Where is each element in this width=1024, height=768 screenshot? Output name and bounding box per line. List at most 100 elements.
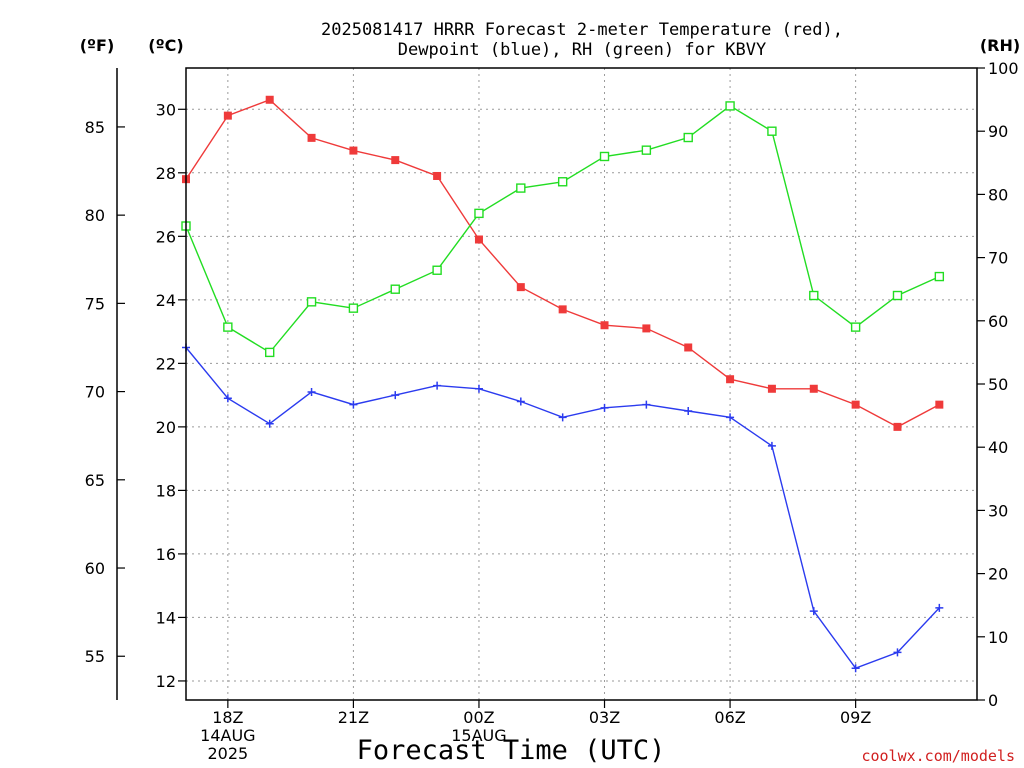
x-axis-label: Forecast Time (UTC) <box>357 735 666 766</box>
rh-tick-label: 10 <box>988 628 1008 647</box>
relative-humidity-point <box>223 322 233 332</box>
dewpoint-point <box>265 419 274 428</box>
temperature-point <box>767 384 776 393</box>
fahrenheit-tick-label: 55 <box>85 647 105 666</box>
rh-tick-label: 100 <box>988 59 1019 78</box>
dewpoint-point <box>600 403 609 412</box>
temperature-point <box>935 400 944 409</box>
dewpoint-line <box>185 347 940 670</box>
celsius-tick-label: 14 <box>156 608 176 627</box>
dewpoint-point <box>558 413 567 422</box>
temperature-point <box>516 283 525 292</box>
x-tick-label: 18Z <box>212 708 243 727</box>
celsius-tick-label: 30 <box>156 100 176 119</box>
dewpoint-point <box>935 603 944 612</box>
relative-humidity-point <box>432 265 442 275</box>
temperature-point <box>642 324 651 333</box>
dewpoint-point <box>684 406 693 415</box>
dewpoint-point <box>307 387 316 396</box>
fahrenheit-tick-label: 85 <box>85 118 105 137</box>
fahrenheit-tick-label: 80 <box>85 206 105 225</box>
temperature-point <box>851 400 860 409</box>
x-tick-date-label: 15AUG <box>451 726 506 745</box>
temperature-point <box>684 343 693 352</box>
dewpoint-point <box>391 391 400 400</box>
rh-tick-label: 0 <box>988 691 998 710</box>
temperature-point <box>726 375 735 384</box>
temperature-line <box>185 98 940 428</box>
relative-humidity-point <box>683 132 693 143</box>
dewpoint-point <box>349 400 358 409</box>
temperature-point <box>893 422 902 431</box>
rh-tick-label: 50 <box>988 375 1008 394</box>
chart-title-line-2: Dewpoint (blue), RH (green) for KBVY <box>398 40 766 60</box>
fahrenheit-tick-label: 70 <box>85 383 105 402</box>
relative-humidity-point <box>892 290 903 301</box>
relative-humidity-point <box>934 271 945 282</box>
rh-tick-label: 60 <box>988 312 1008 331</box>
relative-humidity-point <box>599 151 610 162</box>
fahrenheit-unit-label: (ºF) <box>80 36 115 55</box>
temperature-point <box>809 384 818 393</box>
celsius-tick-label: 12 <box>156 672 176 691</box>
fahrenheit-tick-label: 60 <box>85 559 105 578</box>
rh-unit-label: (RH) <box>980 36 1020 55</box>
relative-humidity-point <box>306 297 317 307</box>
dewpoint-point <box>433 381 442 390</box>
relative-humidity-point <box>809 290 819 301</box>
dewpoint-point <box>893 648 902 657</box>
x-tick-date-label: 14AUG <box>200 726 255 745</box>
celsius-tick-label: 26 <box>156 227 176 246</box>
celsius-tick-label: 16 <box>156 545 176 564</box>
plot-frame <box>185 67 978 701</box>
fahrenheit-tick-label: 65 <box>85 471 105 490</box>
x-tick-label: 00Z <box>463 708 494 727</box>
axes: 12 14 16 18 20 22 24 26 28 30 55 60 65 70 75 80 85 0 10 20 3… <box>85 59 1019 763</box>
data-series <box>181 95 945 673</box>
relative-humidity-point <box>767 126 777 136</box>
relative-humidity-point <box>348 303 359 313</box>
celsius-tick-label: 28 <box>156 164 176 183</box>
relative-humidity-point <box>557 177 568 187</box>
x-tick-label: 21Z <box>338 708 369 727</box>
grid-lines <box>186 68 977 700</box>
temperature-point <box>600 321 609 330</box>
rh-tick-label: 70 <box>988 249 1008 268</box>
x-tick-label: 03Z <box>589 708 620 727</box>
dewpoint-point <box>767 441 776 450</box>
x-tick-label: 09Z <box>840 708 871 727</box>
dewpoint-point <box>851 664 860 673</box>
dewpoint-point <box>726 413 735 422</box>
rh-tick-label: 30 <box>988 501 1008 520</box>
celsius-tick-label: 18 <box>156 481 176 500</box>
celsius-unit-label: (ºC) <box>148 36 183 55</box>
temperature-point <box>391 156 400 165</box>
rh-tick-label: 40 <box>988 438 1008 457</box>
celsius-tick-label: 24 <box>156 291 176 310</box>
relative-humidity-point <box>516 183 526 193</box>
temperature-point <box>474 235 483 244</box>
relative-humidity-point <box>850 322 861 332</box>
relative-humidity-point <box>641 145 652 155</box>
dewpoint-point <box>642 400 651 409</box>
x-tick-label: 06Z <box>714 708 745 727</box>
x-tick-date-label: 2025 <box>207 744 248 763</box>
temperature-point <box>265 95 274 104</box>
relative-humidity-point <box>725 101 735 111</box>
rh-tick-label: 90 <box>988 122 1008 141</box>
celsius-tick-label: 20 <box>156 418 176 437</box>
relative-humidity-point <box>390 284 400 294</box>
rh-tick-label: 80 <box>988 185 1008 204</box>
temperature-point <box>307 133 316 142</box>
relative-humidity-point <box>265 347 275 358</box>
celsius-tick-label: 22 <box>156 354 176 373</box>
dewpoint-point <box>223 394 232 403</box>
fahrenheit-tick-label: 75 <box>85 294 105 313</box>
temperature-point <box>558 305 567 314</box>
relative-humidity-line <box>185 105 940 354</box>
chart-title-line-1: 2025081417 HRRR Forecast 2-meter Tempera… <box>321 20 843 40</box>
dewpoint-point <box>474 384 483 393</box>
temperature-point <box>223 111 232 120</box>
dewpoint-point <box>516 397 525 406</box>
